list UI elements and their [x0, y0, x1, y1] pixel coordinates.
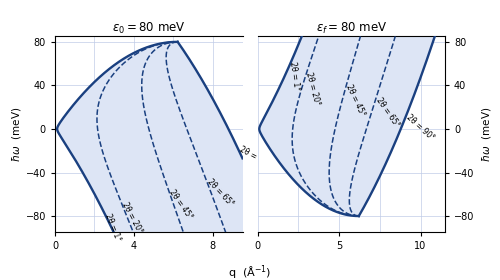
Polygon shape [260, 36, 435, 216]
Text: 2θ = 20°: 2θ = 20° [304, 71, 322, 106]
Text: 2θ = 65°: 2θ = 65° [374, 96, 401, 129]
Polygon shape [57, 42, 274, 232]
Text: q  ($\mathrm{\AA}^{-1}$): q ($\mathrm{\AA}^{-1}$) [228, 264, 272, 280]
Title: $\varepsilon_0 = 80$ meV: $\varepsilon_0 = 80$ meV [112, 21, 186, 36]
Text: 2θ = 20°: 2θ = 20° [120, 201, 144, 235]
Y-axis label: $\hbar\omega$  (meV): $\hbar\omega$ (meV) [480, 107, 493, 162]
Text: 2θ = 1°: 2θ = 1° [288, 61, 302, 91]
Title: $\varepsilon_f = 80$ meV: $\varepsilon_f = 80$ meV [316, 21, 387, 36]
Text: 2θ = 45°: 2θ = 45° [344, 83, 366, 118]
Text: 2θ = 1°: 2θ = 1° [103, 212, 122, 242]
Text: 2θ = 65°: 2θ = 65° [206, 177, 236, 208]
Text: 2θ = 90°: 2θ = 90° [404, 113, 436, 142]
Text: 2θ = 45°: 2θ = 45° [168, 188, 194, 221]
Text: 2θ = 90°: 2θ = 90° [238, 144, 272, 169]
Y-axis label: $\hbar\omega$  (meV): $\hbar\omega$ (meV) [10, 107, 23, 162]
